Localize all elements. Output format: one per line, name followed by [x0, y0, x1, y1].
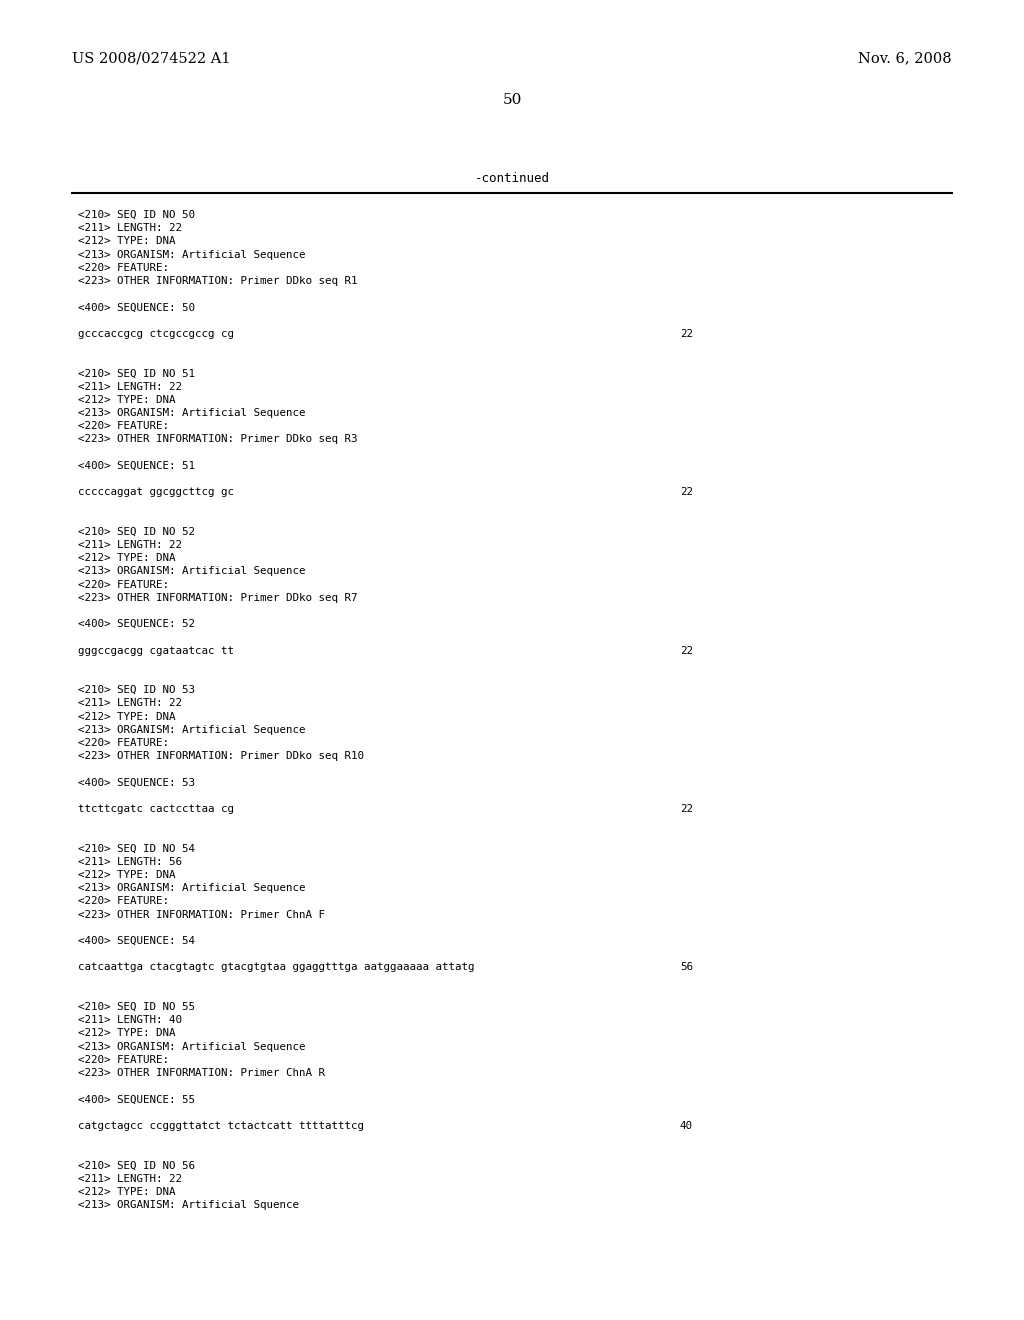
Text: <220> FEATURE:: <220> FEATURE:: [78, 738, 169, 748]
Text: <400> SEQUENCE: 53: <400> SEQUENCE: 53: [78, 777, 195, 788]
Text: <212> TYPE: DNA: <212> TYPE: DNA: [78, 395, 175, 405]
Text: <210> SEQ ID NO 55: <210> SEQ ID NO 55: [78, 1002, 195, 1012]
Text: <212> TYPE: DNA: <212> TYPE: DNA: [78, 711, 175, 722]
Text: <210> SEQ ID NO 52: <210> SEQ ID NO 52: [78, 527, 195, 537]
Text: gcccaccgcg ctcgccgccg cg: gcccaccgcg ctcgccgccg cg: [78, 329, 234, 339]
Text: <213> ORGANISM: Artificial Sequence: <213> ORGANISM: Artificial Sequence: [78, 725, 305, 735]
Text: <213> ORGANISM: Artificial Sequence: <213> ORGANISM: Artificial Sequence: [78, 883, 305, 894]
Text: <211> LENGTH: 22: <211> LENGTH: 22: [78, 698, 182, 709]
Text: <400> SEQUENCE: 50: <400> SEQUENCE: 50: [78, 302, 195, 313]
Text: <211> LENGTH: 40: <211> LENGTH: 40: [78, 1015, 182, 1026]
Text: US 2008/0274522 A1: US 2008/0274522 A1: [72, 51, 230, 65]
Text: <400> SEQUENCE: 51: <400> SEQUENCE: 51: [78, 461, 195, 471]
Text: <212> TYPE: DNA: <212> TYPE: DNA: [78, 870, 175, 880]
Text: <223> OTHER INFORMATION: Primer DDko seq R7: <223> OTHER INFORMATION: Primer DDko seq…: [78, 593, 357, 603]
Text: <213> ORGANISM: Artificial Sequence: <213> ORGANISM: Artificial Sequence: [78, 249, 305, 260]
Text: <223> OTHER INFORMATION: Primer ChnA R: <223> OTHER INFORMATION: Primer ChnA R: [78, 1068, 325, 1078]
Text: <400> SEQUENCE: 52: <400> SEQUENCE: 52: [78, 619, 195, 630]
Text: <223> OTHER INFORMATION: Primer DDko seq R1: <223> OTHER INFORMATION: Primer DDko seq…: [78, 276, 357, 286]
Text: <220> FEATURE:: <220> FEATURE:: [78, 896, 169, 907]
Text: <211> LENGTH: 22: <211> LENGTH: 22: [78, 223, 182, 234]
Text: Nov. 6, 2008: Nov. 6, 2008: [858, 51, 952, 65]
Text: <210> SEQ ID NO 51: <210> SEQ ID NO 51: [78, 368, 195, 379]
Text: catcaattga ctacgtagtc gtacgtgtaa ggaggtttga aatggaaaaa attatg: catcaattga ctacgtagtc gtacgtgtaa ggaggtt…: [78, 962, 474, 973]
Text: <213> ORGANISM: Artificial Squence: <213> ORGANISM: Artificial Squence: [78, 1200, 299, 1210]
Text: <213> ORGANISM: Artificial Sequence: <213> ORGANISM: Artificial Sequence: [78, 566, 305, 577]
Text: <211> LENGTH: 22: <211> LENGTH: 22: [78, 381, 182, 392]
Text: <211> LENGTH: 22: <211> LENGTH: 22: [78, 540, 182, 550]
Text: 56: 56: [680, 962, 693, 973]
Text: <220> FEATURE:: <220> FEATURE:: [78, 421, 169, 432]
Text: <212> TYPE: DNA: <212> TYPE: DNA: [78, 1028, 175, 1039]
Text: <400> SEQUENCE: 55: <400> SEQUENCE: 55: [78, 1094, 195, 1105]
Text: 40: 40: [680, 1121, 693, 1131]
Text: cccccaggat ggcggcttcg gc: cccccaggat ggcggcttcg gc: [78, 487, 234, 498]
Text: <212> TYPE: DNA: <212> TYPE: DNA: [78, 236, 175, 247]
Text: ttcttcgatc cactccttaa cg: ttcttcgatc cactccttaa cg: [78, 804, 234, 814]
Text: 22: 22: [680, 645, 693, 656]
Text: <210> SEQ ID NO 53: <210> SEQ ID NO 53: [78, 685, 195, 696]
Text: <213> ORGANISM: Artificial Sequence: <213> ORGANISM: Artificial Sequence: [78, 1041, 305, 1052]
Text: <220> FEATURE:: <220> FEATURE:: [78, 263, 169, 273]
Text: 50: 50: [503, 92, 521, 107]
Text: 22: 22: [680, 329, 693, 339]
Text: <213> ORGANISM: Artificial Sequence: <213> ORGANISM: Artificial Sequence: [78, 408, 305, 418]
Text: <211> LENGTH: 22: <211> LENGTH: 22: [78, 1173, 182, 1184]
Text: <212> TYPE: DNA: <212> TYPE: DNA: [78, 553, 175, 564]
Text: 22: 22: [680, 487, 693, 498]
Text: <210> SEQ ID NO 54: <210> SEQ ID NO 54: [78, 843, 195, 854]
Text: <210> SEQ ID NO 56: <210> SEQ ID NO 56: [78, 1160, 195, 1171]
Text: <211> LENGTH: 56: <211> LENGTH: 56: [78, 857, 182, 867]
Text: gggccgacgg cgataatcac tt: gggccgacgg cgataatcac tt: [78, 645, 234, 656]
Text: catgctagcc ccgggttatct tctactcatt ttttatttcg: catgctagcc ccgggttatct tctactcatt ttttat…: [78, 1121, 364, 1131]
Text: <210> SEQ ID NO 50: <210> SEQ ID NO 50: [78, 210, 195, 220]
Text: -continued: -continued: [474, 172, 550, 185]
Text: <220> FEATURE:: <220> FEATURE:: [78, 1055, 169, 1065]
Text: <400> SEQUENCE: 54: <400> SEQUENCE: 54: [78, 936, 195, 946]
Text: <223> OTHER INFORMATION: Primer DDko seq R3: <223> OTHER INFORMATION: Primer DDko seq…: [78, 434, 357, 445]
Text: <220> FEATURE:: <220> FEATURE:: [78, 579, 169, 590]
Text: <212> TYPE: DNA: <212> TYPE: DNA: [78, 1187, 175, 1197]
Text: <223> OTHER INFORMATION: Primer DDko seq R10: <223> OTHER INFORMATION: Primer DDko seq…: [78, 751, 364, 762]
Text: <223> OTHER INFORMATION: Primer ChnA F: <223> OTHER INFORMATION: Primer ChnA F: [78, 909, 325, 920]
Text: 22: 22: [680, 804, 693, 814]
